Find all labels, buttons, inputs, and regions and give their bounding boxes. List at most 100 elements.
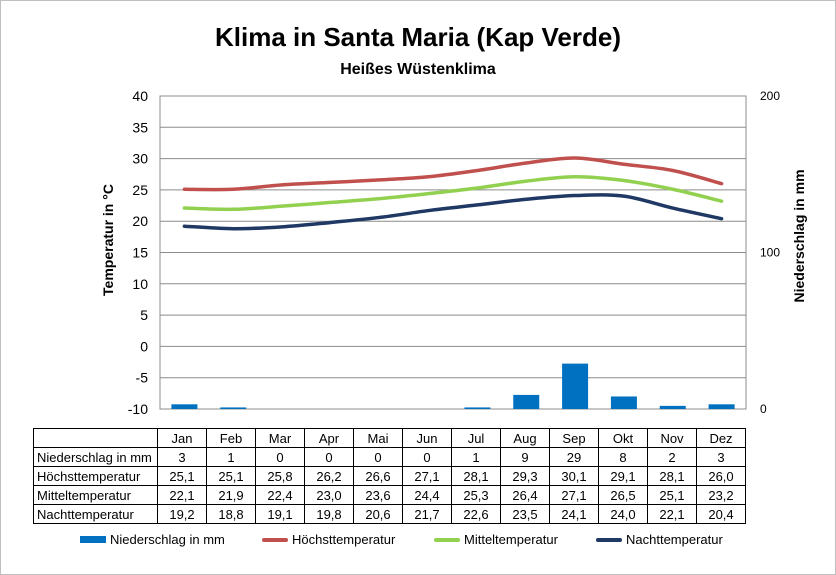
data-label: 19,1 <box>255 504 305 524</box>
data-label: 22,1 <box>647 504 697 524</box>
precip-bar <box>513 394 540 409</box>
temp-lines <box>182 156 724 231</box>
data-label: 18,8 <box>206 504 256 524</box>
data-label: 1 <box>451 447 501 467</box>
data-label: 21,7 <box>402 504 452 524</box>
data-label: 27,1 <box>549 485 599 505</box>
data-table: Jan Feb Mar Apr Mai Jun Jul Aug Sep Okt Nov Dez Nied… <box>33 428 746 524</box>
legend-swatch <box>434 537 460 542</box>
y2-tick-label: 100 <box>760 246 780 260</box>
data-label: 25,3 <box>451 485 501 505</box>
data-label: 0 <box>402 447 452 467</box>
data-label: 25,1 <box>206 466 256 486</box>
data-label: 30,1 <box>549 466 599 486</box>
data-label: 25,8 <box>255 466 305 486</box>
data-label: 3 <box>696 447 746 467</box>
x-tick-label: Feb <box>206 428 256 448</box>
table-row: Mitteltemperatur 22,1 21,9 22,4 23,0 23,6 24,4… <box>33 485 746 505</box>
data-label: 20,6 <box>353 504 403 524</box>
precip-bar <box>464 407 491 409</box>
precip-bar <box>220 407 247 409</box>
precip-bar <box>708 404 735 409</box>
y2-tick-label: 200 <box>760 89 780 103</box>
data-label: 25,1 <box>157 466 207 486</box>
data-label: 29 <box>549 447 599 467</box>
x-tick-label: Okt <box>598 428 648 448</box>
axis-ticks: -10 -5 0 5 10 15 20 25 30 35 40 0 100 200 <box>128 88 781 417</box>
legend-item: Höchsttemperatur <box>262 532 395 547</box>
data-label: 24,0 <box>598 504 648 524</box>
data-label: 28,1 <box>451 466 501 486</box>
y-tick-label: -10 <box>128 401 148 417</box>
legend-label: Mitteltemperatur <box>464 532 558 547</box>
legend: Niederschlag in mm Höchsttemperatur Mittel… <box>0 532 836 550</box>
data-label: 23,5 <box>500 504 550 524</box>
y-tick-label: 20 <box>132 213 148 229</box>
data-label: 19,2 <box>157 504 207 524</box>
precip-bar <box>562 363 589 409</box>
x-tick-label: Sep <box>549 428 599 448</box>
legend-label: Niederschlag in mm <box>110 532 225 547</box>
chart-subtitle: Heißes Wüstenklima <box>340 61 496 78</box>
x-tick-label: Mar <box>255 428 305 448</box>
y-tick-label: -5 <box>136 370 149 386</box>
series-name: Nachttemperatur <box>33 504 158 524</box>
y-tick-label: 30 <box>132 151 148 167</box>
legend-label: Höchsttemperatur <box>292 532 396 547</box>
data-label: 0 <box>304 447 354 467</box>
x-tick-label: Aug <box>500 428 550 448</box>
data-label: 22,6 <box>451 504 501 524</box>
legend-item: Nachttemperatur <box>596 532 723 547</box>
x-tick-label: Jan <box>157 428 207 448</box>
legend-label: Nachttemperatur <box>626 532 723 547</box>
table-row: Höchsttemperatur 25,1 25,1 25,8 26,2 26,6 27,1… <box>33 466 746 486</box>
x-tick-label: Nov <box>647 428 697 448</box>
data-label: 26,2 <box>304 466 354 486</box>
data-label: 9 <box>500 447 550 467</box>
data-label: 19,8 <box>304 504 354 524</box>
legend-item: Mitteltemperatur <box>434 532 558 547</box>
chart-title: Klima in Santa Maria (Kap Verde) <box>214 22 621 52</box>
data-label: 26,0 <box>696 466 746 486</box>
data-label: 29,1 <box>598 466 648 486</box>
legend-item: Niederschlag in mm <box>80 532 225 547</box>
grid <box>159 95 747 410</box>
legend-swatch <box>596 537 622 542</box>
series-name: Höchsttemperatur <box>33 466 158 486</box>
x-tick-label: Jul <box>451 428 501 448</box>
data-label: 1 <box>206 447 256 467</box>
y-tick-label: 25 <box>132 182 148 198</box>
y-tick-label: 5 <box>140 307 148 323</box>
data-label: 29,3 <box>500 466 550 486</box>
data-label: 0 <box>353 447 403 467</box>
data-label: 22,1 <box>157 485 207 505</box>
data-label: 26,4 <box>500 485 550 505</box>
data-label: 2 <box>647 447 697 467</box>
y-tick-label: 15 <box>132 245 148 261</box>
data-label: 8 <box>598 447 648 467</box>
y-tick-label: 40 <box>132 88 148 104</box>
data-label: 23,6 <box>353 485 403 505</box>
data-label: 23,0 <box>304 485 354 505</box>
x-tick-label: Jun <box>402 428 452 448</box>
data-label: 26,5 <box>598 485 648 505</box>
plot-area <box>159 95 747 410</box>
legend-swatch <box>80 536 106 543</box>
precip-bar <box>171 404 198 409</box>
data-label: 20,4 <box>696 504 746 524</box>
series-line <box>182 193 724 231</box>
y-tick-label: 35 <box>132 119 148 135</box>
data-label: 21,9 <box>206 485 256 505</box>
series-name: Niederschlag in mm <box>33 447 158 467</box>
precip-bar <box>610 396 637 409</box>
table-row: Niederschlag in mm 3 1 0 0 0 0 1 9 29 8 2 3 <box>33 447 746 467</box>
precip-bars <box>171 363 735 409</box>
data-label: 3 <box>157 447 207 467</box>
table-row: Nachttemperatur 19,2 18,8 19,1 19,8 20,6 21,7 2… <box>33 504 746 524</box>
data-label: 23,2 <box>696 485 746 505</box>
table-corner <box>33 428 158 448</box>
x-tick-label: Mai <box>353 428 403 448</box>
data-label: 26,6 <box>353 466 403 486</box>
data-label: 24,4 <box>402 485 452 505</box>
